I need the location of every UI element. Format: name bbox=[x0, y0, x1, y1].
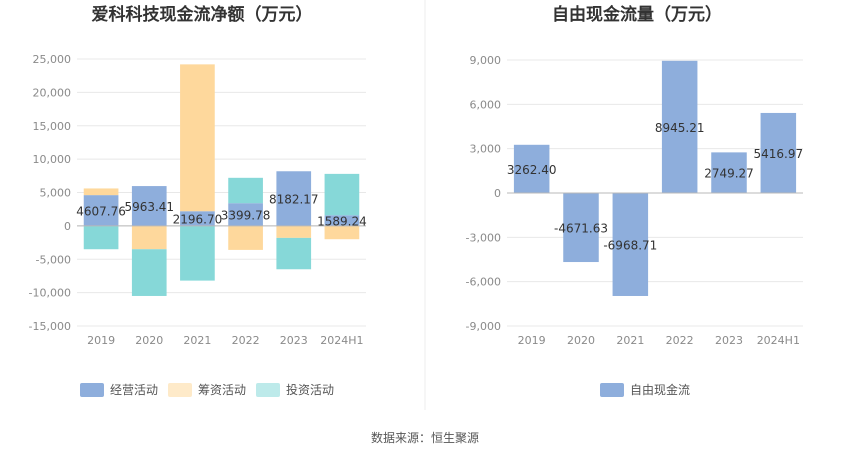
legend-label: 经营活动 bbox=[110, 383, 158, 397]
legend-label: 自由现金流 bbox=[630, 382, 690, 397]
legend-swatch bbox=[600, 383, 624, 397]
y-tick-label: -3,000 bbox=[466, 231, 501, 244]
data-label: 1589.24 bbox=[317, 215, 367, 229]
bar bbox=[83, 188, 119, 196]
bar bbox=[711, 152, 747, 193]
y-tick-label: -5,000 bbox=[36, 253, 71, 266]
y-tick-label: 15,000 bbox=[33, 120, 72, 133]
x-tick-label: 2019 bbox=[518, 334, 546, 347]
y-tick-label: 10,000 bbox=[33, 153, 72, 166]
legend-label: 投资活动 bbox=[286, 382, 334, 397]
y-tick-label: -10,000 bbox=[29, 287, 71, 300]
y-tick-label: 25,000 bbox=[33, 53, 72, 66]
x-tick-label: 2020 bbox=[567, 334, 595, 347]
data-label: 3399.78 bbox=[221, 209, 271, 223]
data-label: -4671.63 bbox=[554, 222, 608, 236]
y-tick-label: -9,000 bbox=[466, 320, 501, 333]
bar bbox=[180, 225, 215, 281]
x-tick-label: 2022 bbox=[232, 334, 260, 347]
y-tick-label: 20,000 bbox=[33, 86, 72, 99]
x-tick-label: 2021 bbox=[616, 334, 644, 347]
data-label: -6968.71 bbox=[603, 238, 657, 252]
y-tick-label: 0 bbox=[494, 187, 501, 200]
bar bbox=[324, 173, 360, 216]
y-tick-label: -15,000 bbox=[29, 320, 71, 333]
data-label: 8182.17 bbox=[269, 193, 319, 207]
legend-swatch bbox=[168, 383, 192, 397]
source-note: 数据来源：恒生聚源 bbox=[371, 430, 479, 445]
bar bbox=[661, 60, 698, 193]
bar bbox=[83, 225, 119, 250]
chart-title-left: 爱科科技现金流净额（万元） bbox=[92, 4, 313, 25]
data-label: 2196.70 bbox=[173, 213, 223, 227]
bar bbox=[324, 215, 360, 226]
bar bbox=[563, 193, 599, 263]
x-tick-label: 2019 bbox=[87, 334, 115, 347]
y-tick-label: -6,000 bbox=[466, 276, 501, 289]
data-label: 8945.21 bbox=[655, 121, 705, 135]
bar bbox=[513, 144, 550, 193]
bar bbox=[228, 203, 263, 226]
bar bbox=[760, 112, 797, 193]
data-label: 3262.40 bbox=[507, 163, 557, 177]
bar bbox=[276, 237, 312, 270]
x-tick-label: 2021 bbox=[183, 334, 211, 347]
bar bbox=[276, 171, 312, 226]
x-tick-label: 2023 bbox=[280, 334, 308, 347]
bar bbox=[228, 177, 263, 204]
bar bbox=[180, 211, 215, 226]
y-tick-label: 5,000 bbox=[40, 187, 72, 200]
left-legend: 经营活动 筹资活动 投资活动 bbox=[80, 382, 334, 397]
bar bbox=[180, 64, 215, 212]
y-tick-label: 9,000 bbox=[470, 54, 502, 67]
bar bbox=[276, 225, 312, 238]
legend-label: 筹资活动 bbox=[198, 383, 246, 397]
bar bbox=[131, 186, 167, 226]
bar bbox=[83, 195, 119, 226]
bar bbox=[612, 193, 649, 296]
right-legend: 自由现金流 bbox=[600, 382, 690, 397]
data-label: 2749.27 bbox=[704, 167, 754, 181]
right-plot-area: -9,000 -6,000 -3,000 0 3,000 6,000 9,000 2019 20… bbox=[466, 54, 804, 347]
bar bbox=[324, 225, 360, 240]
data-label: 4607.76 bbox=[76, 204, 126, 218]
data-label: 5416.97 bbox=[754, 147, 804, 161]
x-tick-label: 2020 bbox=[135, 334, 163, 347]
chart-title-right: 自由现金流量（万元） bbox=[552, 4, 722, 25]
legend-swatch bbox=[256, 383, 280, 397]
y-tick-label: 0 bbox=[64, 220, 71, 233]
left-plot-area: -15,000 -10,000 -5,000 0 5,000 10,000 15,000 20… bbox=[29, 53, 367, 347]
legend-swatch bbox=[80, 383, 104, 397]
data-label: 5963.41 bbox=[124, 200, 174, 214]
x-tick-label: 2023 bbox=[715, 334, 743, 347]
x-tick-label: 2024H1 bbox=[320, 334, 363, 347]
x-tick-label: 2024H1 bbox=[757, 334, 800, 347]
y-tick-label: 3,000 bbox=[470, 143, 502, 156]
bar bbox=[228, 225, 263, 250]
y-tick-label: 6,000 bbox=[470, 98, 502, 111]
bar bbox=[131, 249, 167, 296]
bar bbox=[131, 225, 167, 250]
x-tick-label: 2022 bbox=[666, 334, 694, 347]
